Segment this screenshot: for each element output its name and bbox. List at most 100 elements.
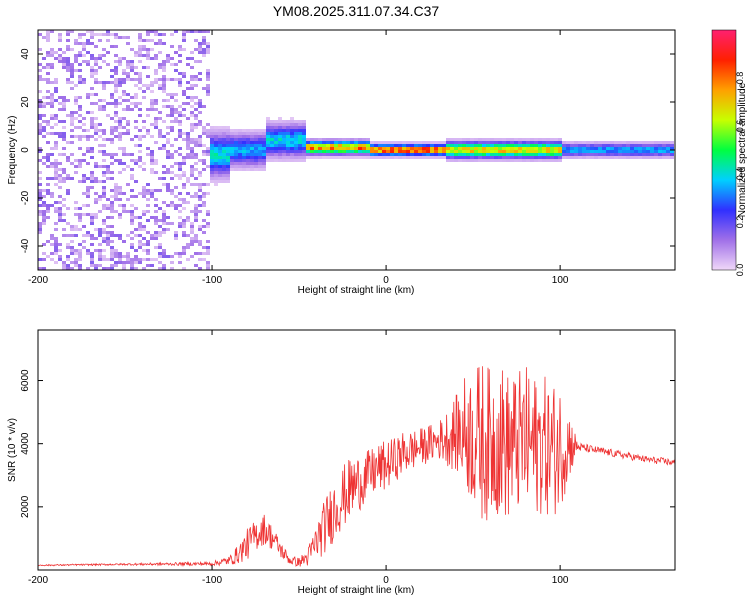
heatmap-cell — [662, 150, 666, 153]
heatmap-cell — [382, 156, 386, 159]
heatmap-cell — [110, 216, 114, 219]
heatmap-cell — [126, 198, 130, 201]
heatmap-cell — [186, 135, 190, 138]
heatmap-cell — [214, 150, 218, 153]
heatmap-cell — [70, 120, 74, 123]
heatmap-cell — [194, 96, 198, 99]
heatmap-cell — [346, 144, 350, 147]
heatmap-cell — [206, 153, 210, 156]
heatmap-cell — [138, 78, 142, 81]
heatmap-cell — [246, 138, 250, 141]
heatmap-cell — [294, 141, 298, 144]
heatmap-cell — [378, 153, 382, 156]
heatmap-cell — [66, 57, 70, 60]
heatmap-cell — [42, 213, 46, 216]
heatmap-cell — [458, 153, 462, 156]
heatmap-cell — [238, 129, 242, 132]
heatmap-cell — [106, 138, 110, 141]
heatmap-cell — [78, 159, 82, 162]
heatmap-cell — [114, 60, 118, 63]
heatmap-cell — [162, 177, 166, 180]
heatmap-cell — [534, 144, 538, 147]
heatmap-cell — [422, 141, 426, 144]
heatmap-cell — [502, 153, 506, 156]
heatmap-cell — [538, 159, 542, 162]
heatmap-cell — [266, 120, 270, 123]
heatmap-cell — [110, 96, 114, 99]
heatmap-cell — [70, 69, 74, 72]
heatmap-cell — [54, 174, 58, 177]
heatmap-cell — [154, 159, 158, 162]
heatmap-cell — [38, 132, 42, 135]
heatmap-cell — [646, 153, 650, 156]
heatmap-cell — [142, 195, 146, 198]
heatmap-cell — [258, 135, 262, 138]
heatmap-cell — [518, 153, 522, 156]
heatmap-cell — [78, 42, 82, 45]
heatmap-cell — [98, 99, 102, 102]
heatmap-cell — [194, 30, 198, 33]
heatmap-cell — [198, 195, 202, 198]
heatmap-cell — [190, 168, 194, 171]
heatmap-cell — [614, 144, 618, 147]
heatmap-cell — [78, 264, 82, 267]
heatmap-cell — [594, 156, 598, 159]
heatmap-cell — [66, 141, 70, 144]
heatmap-cell — [118, 78, 122, 81]
heatmap-cell — [298, 132, 302, 135]
heatmap-cell — [226, 150, 230, 153]
heatmap-cell — [42, 78, 46, 81]
heatmap-cell — [370, 147, 374, 150]
heatmap-cell — [54, 162, 58, 165]
heatmap-cell — [194, 114, 198, 117]
heatmap-cell — [78, 219, 82, 222]
heatmap-cell — [170, 63, 174, 66]
heatmap-cell — [266, 132, 270, 135]
heatmap-cell — [230, 138, 234, 141]
heatmap-cell — [158, 243, 162, 246]
heatmap-cell — [290, 159, 294, 162]
heatmap-cell — [226, 159, 230, 162]
heatmap-cell — [446, 150, 450, 153]
heatmap-cell — [42, 156, 46, 159]
heatmap-cell — [522, 147, 526, 150]
heatmap-cell — [174, 195, 178, 198]
heatmap-cell — [106, 171, 110, 174]
heatmap-cell — [62, 168, 66, 171]
spectrogram-x-ticks: -200 -100 0 100 — [28, 30, 569, 286]
heatmap-cell — [122, 78, 126, 81]
heatmap-cell — [198, 111, 202, 114]
heatmap-cell — [182, 48, 186, 51]
heatmap-cell — [154, 231, 158, 234]
heatmap-cell — [394, 144, 398, 147]
heatmap-cell — [606, 141, 610, 144]
heatmap-cell — [118, 132, 122, 135]
heatmap-cell — [322, 141, 326, 144]
heatmap-cell — [46, 120, 50, 123]
heatmap-cell — [130, 66, 134, 69]
heatmap-cell — [134, 255, 138, 258]
heatmap-cell — [490, 156, 494, 159]
heatmap-cell — [206, 264, 210, 267]
heatmap-cell — [406, 150, 410, 153]
heatmap-cell — [146, 264, 150, 267]
heatmap-cell — [226, 144, 230, 147]
heatmap-cell — [550, 156, 554, 159]
heatmap-cell — [114, 84, 118, 87]
heatmap-cell — [138, 33, 142, 36]
heatmap-cell — [414, 156, 418, 159]
heatmap-cell — [554, 138, 558, 141]
heatmap-cell — [58, 120, 62, 123]
heatmap-cell — [490, 141, 494, 144]
heatmap-cell — [42, 258, 46, 261]
heatmap-cell — [154, 33, 158, 36]
heatmap-cell — [606, 150, 610, 153]
heatmap-cell — [586, 141, 590, 144]
heatmap-cell — [194, 216, 198, 219]
heatmap-cell — [298, 153, 302, 156]
heatmap-cell — [38, 228, 42, 231]
heatmap-cell — [610, 153, 614, 156]
heatmap-cell — [302, 147, 306, 150]
heatmap-cell — [158, 51, 162, 54]
